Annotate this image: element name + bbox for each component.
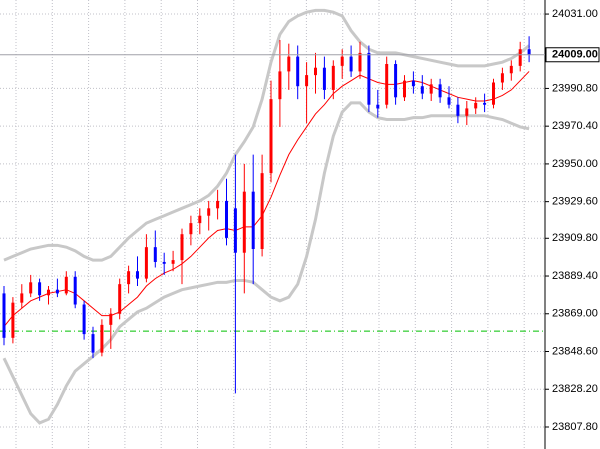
candle-body [144,247,148,279]
candle-body [38,282,42,296]
candle-body [47,289,50,296]
candle-body [518,49,522,66]
candle-body [358,52,362,72]
candle-body [109,313,113,325]
candle-body [314,67,317,76]
candle-body [474,102,478,109]
candle-body [331,65,335,90]
candle-body [127,271,131,285]
candle-body [251,191,255,250]
candle-body [403,80,406,98]
candle-body [420,86,424,94]
candle-body [198,215,202,224]
candle-body [429,84,433,94]
candle-body [233,208,237,253]
candle-body [438,84,442,98]
y-tick-label: 23990.80 [552,82,598,94]
y-tick-label: 23909.80 [552,232,598,244]
candle-body [367,52,371,105]
y-tick-label: 23828.20 [552,383,598,395]
indicator-line [2,101,530,425]
candle-body [465,108,469,116]
candle-body [100,324,104,353]
candle-body [349,56,353,72]
candle-body [483,102,487,105]
candle-body [242,191,246,253]
candle-body [225,200,228,238]
candle-body [340,56,344,66]
candle-body [322,67,326,90]
candle-body [527,49,531,55]
candle-body [216,200,220,209]
candle-body [55,289,59,294]
candle-body [260,173,264,250]
y-tick-label: 23950.00 [552,158,598,170]
candle-body [269,99,273,174]
candle-body [82,304,86,335]
y-tick-label: 23889.40 [552,270,598,282]
candle-body [20,293,24,303]
candle-body [305,75,309,87]
y-tick-label: 24031.00 [552,8,598,20]
y-tick-label: 23929.60 [552,196,598,208]
candle-body [11,302,15,338]
candle-body [509,65,513,74]
current-price-label: 24009.00 [552,49,598,61]
candle-body [385,64,389,105]
candle-body [153,247,157,262]
candle-body [411,80,415,87]
candle-body [136,271,139,279]
candle-body [118,284,122,314]
candle-body [73,276,77,305]
candle-body [394,64,398,98]
candle-body [492,82,495,105]
candle-body [162,261,166,264]
candle-body [447,97,451,105]
y-tick-label: 23848.60 [552,345,598,357]
candle-body [500,73,504,83]
candle-body [2,293,6,338]
candle-body [189,223,193,235]
candle-body [91,334,95,353]
candle-body [296,56,300,87]
candle-body [376,104,380,109]
y-tick-label: 23970.40 [552,120,598,132]
indicator-line [3,71,530,328]
y-tick-label: 23807.80 [552,421,598,433]
indicator-line [3,8,531,262]
candle-body [180,234,184,261]
candle-body [171,260,175,264]
candle-body [64,276,68,294]
candle-body [287,56,291,72]
y-tick-label: 23869.00 [552,308,598,320]
current-price-box [545,47,600,63]
candle-body [278,71,282,100]
candle-body [207,208,211,216]
candle-body [456,104,460,116]
candle-body [29,282,33,294]
